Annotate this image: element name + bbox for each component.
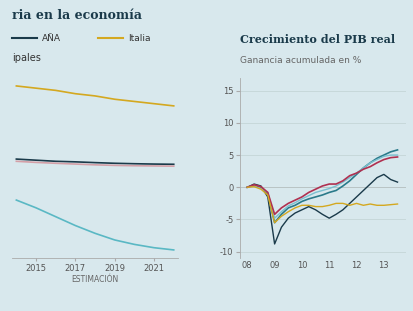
Text: Ganancia acumulada en %: Ganancia acumulada en % <box>240 56 361 65</box>
Text: Crecimiento del PIB real: Crecimiento del PIB real <box>240 34 395 45</box>
Text: ria en la economía: ria en la economía <box>12 9 142 22</box>
Text: AÑA: AÑA <box>42 34 61 43</box>
X-axis label: ESTIMACIÓN: ESTIMACIÓN <box>71 276 119 285</box>
Text: ipales: ipales <box>12 53 41 63</box>
Text: Italia: Italia <box>128 34 150 43</box>
